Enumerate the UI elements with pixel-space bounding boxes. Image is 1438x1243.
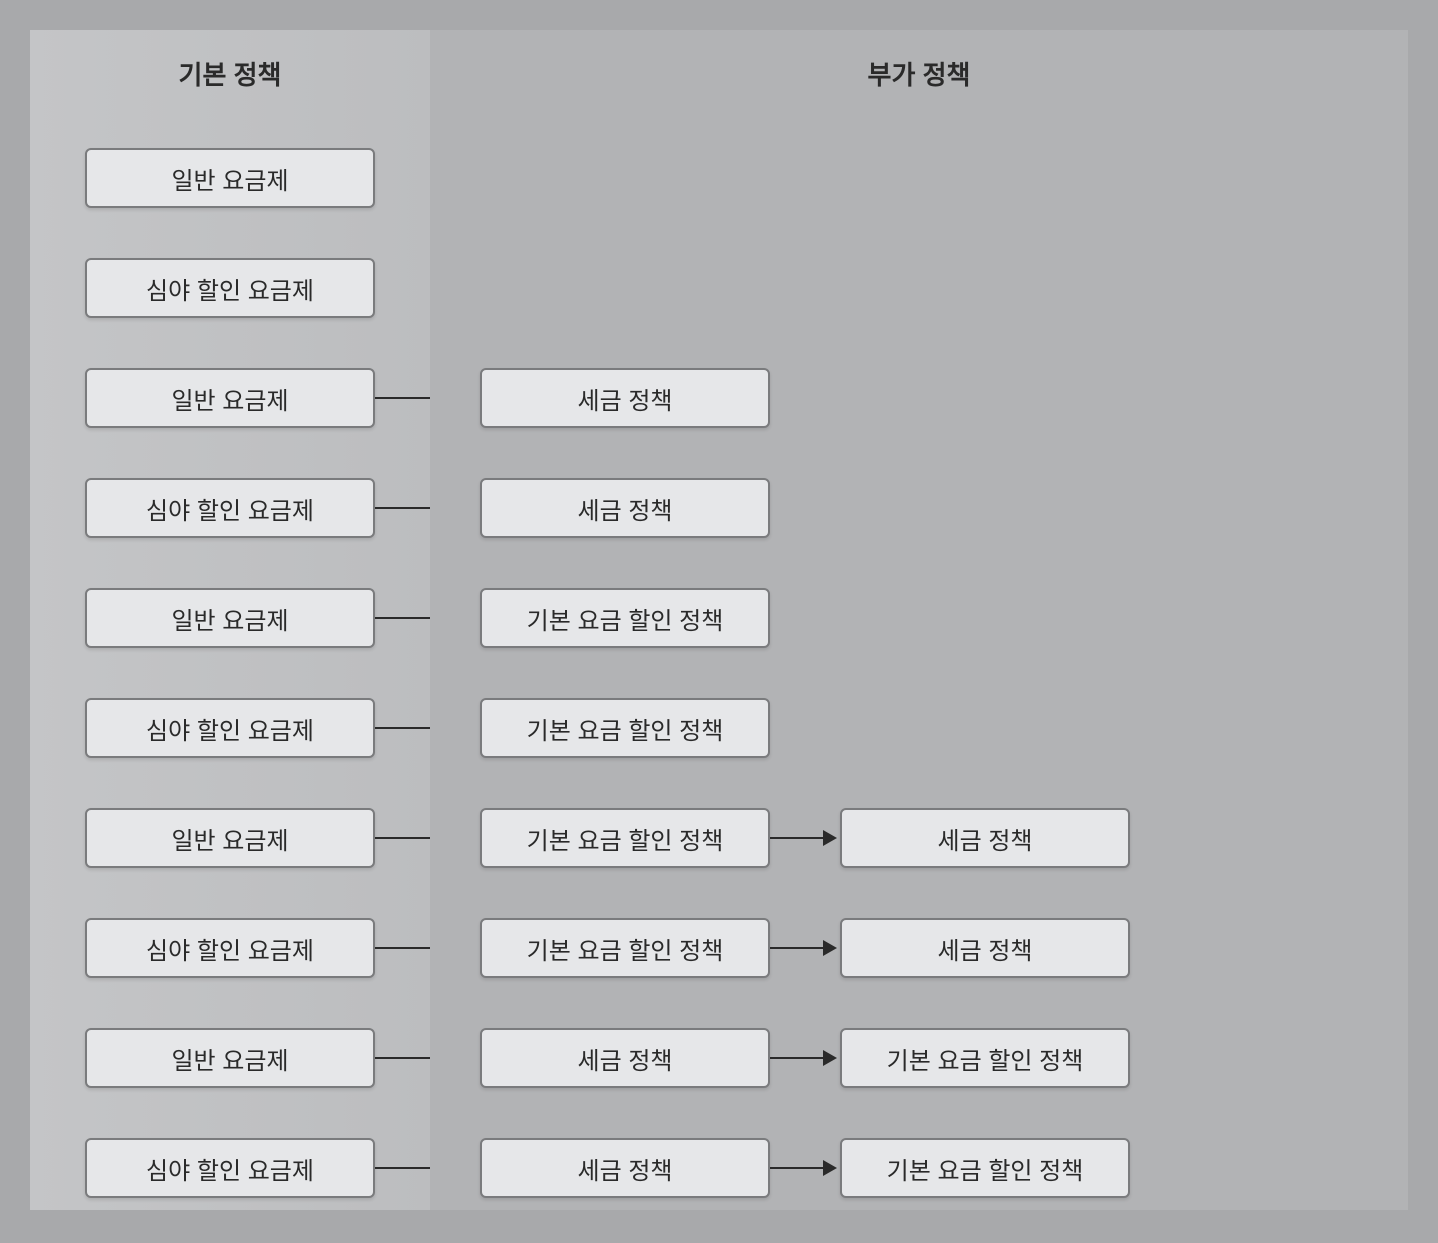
- row: 일반 요금제: [30, 783, 430, 893]
- basic-policy-box: 심야 할인 요금제: [85, 478, 375, 538]
- row: 심야 할인 요금제: [30, 673, 430, 783]
- row: 세금 정책 기본 요금 할인 정책: [430, 1113, 1408, 1223]
- left-header: 기본 정책: [30, 55, 430, 95]
- addon-policy-box: 기본 요금 할인 정책: [480, 918, 770, 978]
- row: [430, 123, 1408, 233]
- left-column: 기본 정책 일반 요금제심야 할인 요금제일반 요금제심야 할인 요금제일반 요…: [30, 30, 430, 1210]
- left-rows-wrapper: 일반 요금제심야 할인 요금제일반 요금제심야 할인 요금제일반 요금제심야 할…: [30, 123, 430, 1223]
- row: 심야 할인 요금제: [30, 893, 430, 1003]
- basic-policy-box: 일반 요금제: [85, 1028, 375, 1088]
- addon-policy-box: 기본 요금 할인 정책: [840, 1028, 1130, 1088]
- arrow-icon: [770, 837, 835, 839]
- arrow-icon: [770, 947, 835, 949]
- addon-policy-box: 세금 정책: [480, 1138, 770, 1198]
- row: 일반 요금제: [30, 1003, 430, 1113]
- addon-policy-box: 기본 요금 할인 정책: [480, 588, 770, 648]
- basic-policy-box: 심야 할인 요금제: [85, 258, 375, 318]
- row: 심야 할인 요금제: [30, 1113, 430, 1223]
- addon-policy-box: 세금 정책: [840, 918, 1130, 978]
- row: 심야 할인 요금제: [30, 233, 430, 343]
- row: 일반 요금제: [30, 123, 430, 233]
- addon-policy-box: 세금 정책: [480, 1028, 770, 1088]
- right-header: 부가 정책: [430, 55, 1408, 95]
- addon-policy-box: 세금 정책: [480, 368, 770, 428]
- basic-policy-box: 일반 요금제: [85, 588, 375, 648]
- basic-policy-box: 일반 요금제: [85, 148, 375, 208]
- basic-policy-box: 일반 요금제: [85, 808, 375, 868]
- basic-policy-box: 심야 할인 요금제: [85, 918, 375, 978]
- row: 기본 요금 할인 정책 세금 정책: [430, 893, 1408, 1003]
- row: 기본 요금 할인 정책 세금 정책: [430, 783, 1408, 893]
- arrow-icon: [770, 1167, 835, 1169]
- arrow-icon: [770, 1057, 835, 1059]
- addon-policy-box: 기본 요금 할인 정책: [840, 1138, 1130, 1198]
- row: 심야 할인 요금제: [30, 453, 430, 563]
- basic-policy-box: 심야 할인 요금제: [85, 698, 375, 758]
- row: 일반 요금제: [30, 563, 430, 673]
- addon-policy-box: 세금 정책: [840, 808, 1130, 868]
- row: 기본 요금 할인 정책: [430, 563, 1408, 673]
- row: 세금 정책: [430, 343, 1408, 453]
- row: 세금 정책 기본 요금 할인 정책: [430, 1003, 1408, 1113]
- addon-policy-box: 기본 요금 할인 정책: [480, 808, 770, 868]
- basic-policy-box: 일반 요금제: [85, 368, 375, 428]
- row: 세금 정책: [430, 453, 1408, 563]
- basic-policy-box: 심야 할인 요금제: [85, 1138, 375, 1198]
- row: 일반 요금제: [30, 343, 430, 453]
- right-column: 부가 정책 세금 정책세금 정책기본 요금 할인 정책기본 요금 할인 정책기본…: [430, 30, 1408, 1210]
- row: [430, 233, 1408, 343]
- row: 기본 요금 할인 정책: [430, 673, 1408, 783]
- policy-diagram: 기본 정책 일반 요금제심야 할인 요금제일반 요금제심야 할인 요금제일반 요…: [30, 30, 1408, 1210]
- addon-policy-box: 기본 요금 할인 정책: [480, 698, 770, 758]
- addon-policy-box: 세금 정책: [480, 478, 770, 538]
